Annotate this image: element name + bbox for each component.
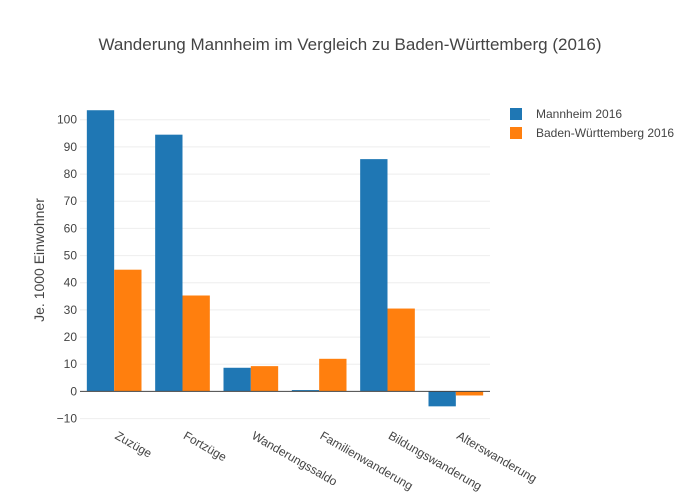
x-tick-label: Fortzüge bbox=[181, 428, 229, 464]
y-tick-label: 60 bbox=[64, 221, 78, 235]
chart-title: Wanderung Mannheim im Vergleich zu Baden… bbox=[98, 35, 601, 54]
y-tick-label: 90 bbox=[64, 140, 78, 154]
y-tick-label: 40 bbox=[64, 276, 78, 290]
x-axis-ticks: Zuzüge Fortzüge WanderungssaldoFamilienwan… bbox=[113, 428, 540, 493]
bar[interactable] bbox=[155, 134, 183, 392]
y-tick-label: 50 bbox=[64, 249, 78, 263]
bar[interactable] bbox=[250, 366, 279, 392]
legend-label[interactable]: Mannheim 2016 bbox=[536, 107, 622, 121]
y-tick-label: 0 bbox=[70, 384, 77, 398]
bar[interactable] bbox=[223, 367, 251, 392]
legend[interactable]: Mannheim 2016 Baden-Württemberg 2016 bbox=[510, 107, 674, 140]
gridlines bbox=[80, 119, 490, 420]
x-tick-label: Zuzüge bbox=[113, 428, 155, 460]
y-axis-ticks: −10 0 10 20 30 40 50 60 70 80 90 100 bbox=[57, 113, 78, 426]
legend-swatch[interactable] bbox=[510, 108, 522, 120]
y-tick-label: 30 bbox=[64, 303, 78, 317]
bar[interactable] bbox=[86, 110, 115, 392]
y-tick-label: 70 bbox=[64, 194, 78, 208]
bar[interactable] bbox=[428, 391, 456, 407]
y-tick-label: −10 bbox=[57, 412, 78, 426]
legend-label[interactable]: Baden-Württemberg 2016 bbox=[536, 126, 674, 140]
bar[interactable] bbox=[319, 358, 347, 392]
bar[interactable] bbox=[387, 308, 415, 392]
bars[interactable] bbox=[86, 110, 484, 407]
bar[interactable] bbox=[114, 269, 142, 392]
legend-swatch[interactable] bbox=[510, 127, 522, 139]
bar[interactable] bbox=[455, 391, 484, 396]
bar[interactable] bbox=[291, 390, 320, 392]
y-tick-label: 10 bbox=[64, 357, 78, 371]
y-tick-label: 20 bbox=[64, 330, 78, 344]
y-tick-label: 80 bbox=[64, 167, 78, 181]
bar[interactable] bbox=[182, 295, 210, 392]
y-tick-label: 100 bbox=[57, 113, 77, 127]
bar[interactable] bbox=[360, 159, 388, 392]
y-axis-title: Je. 1000 Einwohner bbox=[31, 198, 47, 322]
